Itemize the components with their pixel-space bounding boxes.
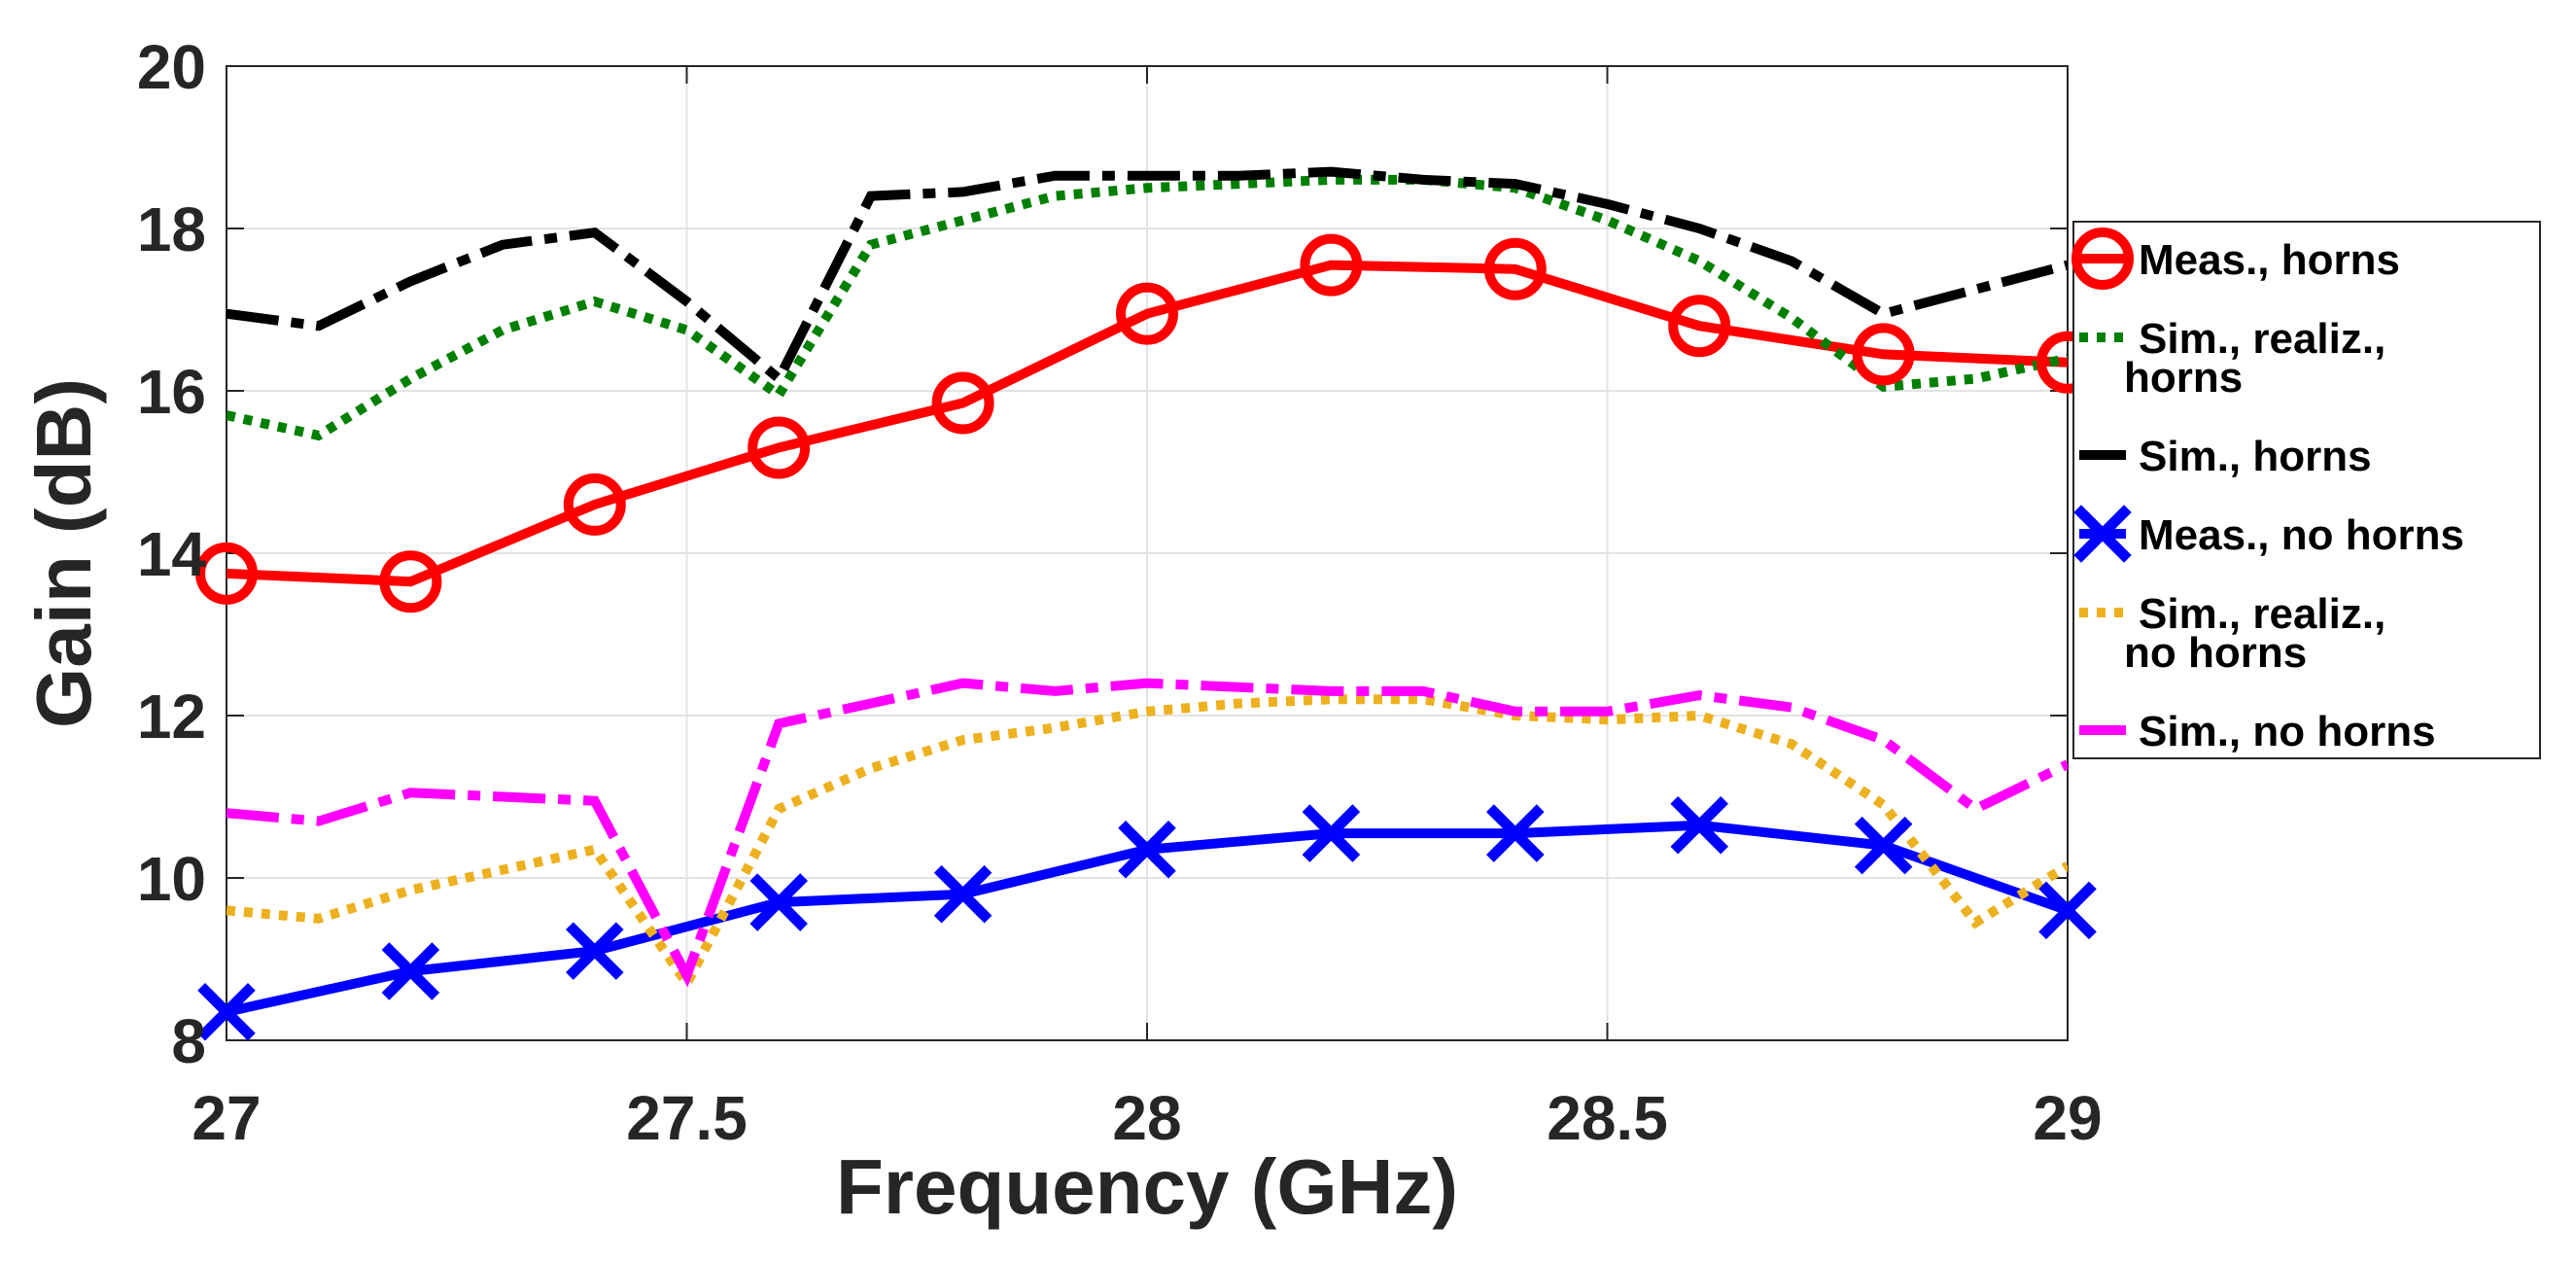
legend-box	[2072, 221, 2541, 759]
x-tick-label: 27	[191, 1083, 261, 1153]
data-point-marker	[1483, 237, 1547, 300]
series-line-3	[226, 166, 2068, 387]
axis-labels: 27 27.5 28 28.5 29 8 10 12 14 16 18 20	[137, 32, 2103, 1153]
series-markers	[195, 233, 2099, 1041]
data-point-marker	[563, 473, 626, 536]
legend-label: Sim., no horns	[2139, 708, 2436, 755]
data-point-marker	[749, 873, 808, 931]
data-point-marker	[379, 550, 442, 613]
legend-marker-1	[2071, 228, 2134, 290]
legend-label: horns	[2124, 354, 2243, 402]
data-point-marker	[566, 922, 624, 980]
grid-lines	[226, 66, 2068, 1040]
legend-marker-4	[2073, 505, 2132, 563]
data-point-marker	[933, 864, 992, 924]
series-line-6	[226, 678, 2068, 988]
y-tick-label: 14	[137, 519, 207, 589]
y-tick-label: 12	[137, 682, 206, 752]
data-point-marker	[1668, 295, 1731, 358]
data-point-marker	[381, 942, 440, 1000]
data-point-marker	[1116, 282, 1178, 345]
y-tick-label: 8	[171, 1006, 206, 1076]
x-tick-label: 27.5	[626, 1083, 748, 1153]
x-tick-label: 28.5	[1547, 1083, 1668, 1153]
legend-label: Sim., realiz.,	[2139, 315, 2385, 363]
legend-label: Sim., horns	[2139, 433, 2372, 480]
legend-label: Meas., no horns	[2139, 511, 2464, 559]
legend-label: no horns	[2124, 629, 2307, 677]
legend-label: Meas., horns	[2139, 236, 2400, 284]
data-point-marker	[1670, 795, 1728, 855]
data-point-marker	[1302, 804, 1361, 862]
y-axis-title: Gain (dB)	[20, 378, 107, 728]
data-point-marker	[195, 542, 258, 605]
legend-label: Sim., realiz.,	[2139, 590, 2385, 638]
series-line-2	[226, 174, 2068, 441]
y-tick-label: 20	[137, 32, 206, 102]
y-tick-label: 10	[137, 844, 206, 914]
data-point-marker	[1854, 816, 1913, 875]
x-tick-label: 28	[1112, 1083, 1181, 1153]
data-point-marker	[1852, 323, 1915, 386]
series-line-1	[226, 260, 2068, 587]
data-point-marker	[1486, 804, 1545, 862]
x-axis-title: Frequency (GHz)	[836, 1143, 1458, 1230]
x-tick-label: 29	[2033, 1083, 2102, 1153]
data-point-marker	[1118, 820, 1176, 879]
y-tick-label: 16	[137, 357, 206, 427]
data-point-marker	[197, 983, 256, 1041]
data-point-marker	[748, 416, 811, 479]
data-point-marker	[2038, 881, 2097, 940]
series-line-5	[226, 694, 2068, 994]
data-point-marker	[1300, 233, 1363, 297]
data-point-marker	[931, 371, 994, 435]
y-tick-label: 18	[137, 194, 206, 264]
